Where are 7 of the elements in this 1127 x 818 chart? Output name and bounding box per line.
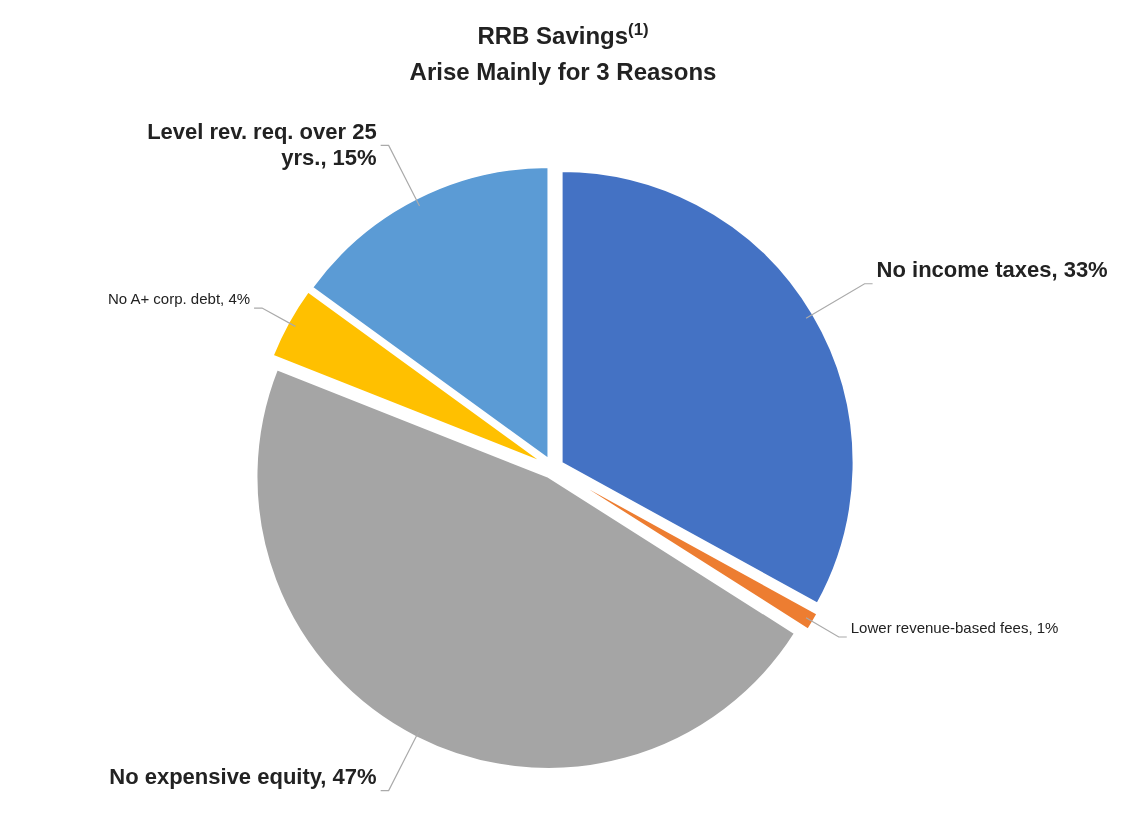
slice-label: Lower revenue-based fees, 1%: [850, 619, 1060, 637]
slice-label: No income taxes, 33%: [876, 257, 1109, 284]
chart-subtitle: Arise Mainly for 3 Reasons: [409, 58, 717, 85]
chart-title: RRB Savings$^{(1)}$: [477, 19, 649, 49]
slice-label: Level rev. req. over 25 yrs., 15%: [146, 119, 377, 172]
slice-label: No A+ corp. debt, 4%: [106, 290, 251, 309]
slice-label: No expensive equity, 47%: [108, 764, 377, 791]
